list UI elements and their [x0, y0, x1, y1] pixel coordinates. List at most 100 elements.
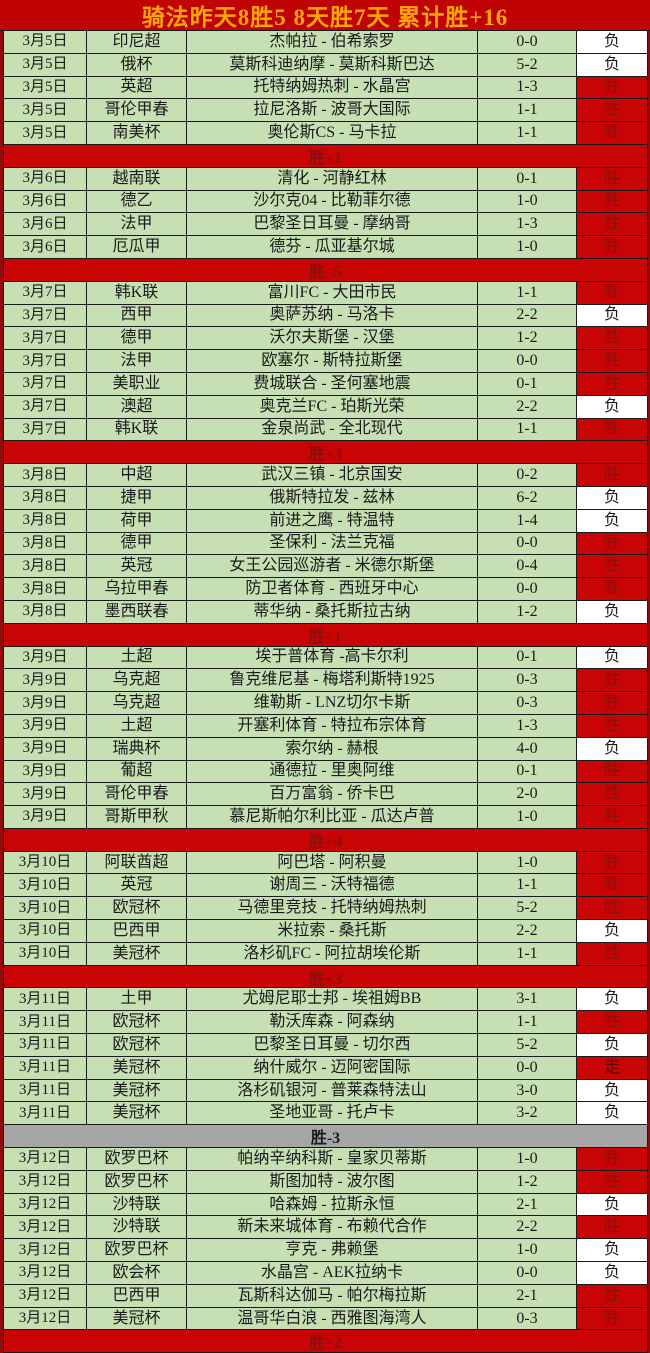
match-date: 3月9日: [3, 737, 87, 761]
match-league: 法甲: [87, 350, 187, 373]
match-date: 3月8日: [3, 600, 87, 624]
match-date: 3月6日: [3, 167, 87, 191]
match-teams: 沃尔夫斯堡 - 汉堡: [187, 327, 478, 351]
table-row: 3月8日 中超 武汉三镇 - 北京国安 0-2 胜: [3, 464, 648, 487]
match-date: 3月11日: [3, 1011, 87, 1035]
match-league: 乌克超: [87, 669, 187, 693]
match-result: 胜: [577, 464, 648, 487]
match-league: 美冠杯: [87, 1307, 187, 1331]
table-row: 3月12日 沙特联 哈森姆 - 拉斯永恒 2-1 负: [3, 1193, 648, 1217]
match-date: 3月5日: [3, 99, 87, 123]
table-row: 3月8日 荷甲 前进之鹰 - 特温特 1-4 负: [3, 509, 648, 533]
match-league: 土超: [87, 714, 187, 738]
match-teams: 拉尼洛斯 - 波哥大国际: [187, 99, 478, 123]
match-date: 3月11日: [3, 1079, 87, 1103]
table-row: 3月12日 欧罗巴杯 帕纳辛纳科斯 - 皇家贝蒂斯 1-0 胜: [3, 1148, 648, 1171]
match-result: 负: [577, 31, 648, 54]
match-score: 5-2: [478, 897, 577, 921]
table-row: 3月8日 墨西联春 蒂华纳 - 桑托斯拉古纳 1-2 负: [3, 600, 648, 624]
match-score: 1-2: [478, 600, 577, 624]
match-date: 3月9日: [3, 646, 87, 670]
match-date: 3月5日: [3, 76, 87, 100]
match-date: 3月7日: [3, 418, 87, 442]
match-league: 越南联: [87, 167, 187, 191]
match-teams: 斯图加特 - 波尔图: [187, 1170, 478, 1194]
match-teams: 纳什威尔 - 迈阿密国际: [187, 1056, 478, 1080]
match-league: 哥斯甲秋: [87, 806, 187, 829]
table-row: 3月7日 德甲 沃尔夫斯堡 - 汉堡 1-2 胜: [3, 327, 648, 351]
section-summary-row: 胜+1: [3, 623, 648, 647]
match-score: 2-1: [478, 1193, 577, 1217]
match-result: 负: [577, 486, 648, 510]
match-score: 0-0: [478, 532, 577, 556]
match-teams: 帕纳辛纳科斯 - 皇家贝蒂斯: [187, 1148, 478, 1171]
match-teams: 蒂华纳 - 桑托斯拉古纳: [187, 600, 478, 624]
match-result: 胜: [577, 942, 648, 966]
match-score: 1-1: [478, 122, 577, 145]
match-result: 负: [577, 395, 648, 419]
match-result: 负: [577, 1034, 648, 1057]
match-teams: 圣地亚哥 - 托卢卡: [187, 1102, 478, 1126]
match-date: 3月7日: [3, 395, 87, 419]
table-row: 3月11日 美冠杯 洛杉矶银河 - 普莱森特法山 3-0 负: [3, 1079, 648, 1103]
match-date: 3月12日: [3, 1193, 87, 1217]
match-league: 韩K联: [87, 418, 187, 442]
section-summary-row: 胜+3: [3, 965, 648, 989]
table-row: 3月9日 土超 开塞利体育 - 特拉布宗体育 1-3 胜: [3, 714, 648, 738]
match-date: 3月11日: [3, 1102, 87, 1126]
table-row: 3月9日 乌克超 维勒斯 - LNZ切尔卡斯 0-3 胜: [3, 692, 648, 715]
table-row: 3月9日 哥斯甲秋 慕尼斯帕尔利比亚 - 瓜达卢普 1-0 胜: [3, 806, 648, 829]
match-date: 3月5日: [3, 31, 87, 54]
match-result: 负: [577, 509, 648, 533]
match-result: 胜: [577, 760, 648, 784]
table-row: 3月5日 俄杯 莫斯科迪纳摩 - 莫斯科斯巴达 5-2 负: [3, 53, 648, 77]
match-league: 欧冠杯: [87, 897, 187, 921]
table-row: 3月12日 欧罗巴杯 斯图加特 - 波尔图 1-2 胜: [3, 1170, 648, 1194]
match-score: 0-1: [478, 646, 577, 670]
match-league: 英冠: [87, 874, 187, 898]
table-row: 3月10日 美冠杯 洛杉矶FC - 阿拉胡埃伦斯 1-1 胜: [3, 942, 648, 966]
match-score: 1-1: [478, 1011, 577, 1035]
table-row: 3月11日 美冠杯 圣地亚哥 - 托卢卡 3-2 负: [3, 1102, 648, 1126]
match-result: 胜: [577, 578, 648, 601]
match-date: 3月9日: [3, 714, 87, 738]
match-teams: 新未来城体育 - 布赖代合作: [187, 1216, 478, 1240]
match-result: 胜: [577, 167, 648, 191]
match-result: 负: [577, 1193, 648, 1217]
match-score: 1-0: [478, 806, 577, 829]
match-teams: 清化 - 河静红林: [187, 167, 478, 191]
match-date: 3月12日: [3, 1284, 87, 1308]
match-teams: 勒沃库森 - 阿森纳: [187, 1011, 478, 1035]
match-date: 3月7日: [3, 327, 87, 351]
match-result: 负: [577, 646, 648, 670]
match-date: 3月5日: [3, 53, 87, 77]
match-league: 印尼超: [87, 31, 187, 54]
match-result: 胜: [577, 532, 648, 556]
match-result: 胜: [577, 692, 648, 715]
match-result: 胜: [577, 1216, 648, 1240]
match-score: 2-2: [478, 920, 577, 943]
match-teams: 富川FC - 大田市民: [187, 281, 478, 305]
match-score: 5-2: [478, 53, 577, 77]
match-league: 捷甲: [87, 486, 187, 510]
match-date: 3月11日: [3, 988, 87, 1012]
match-date: 3月10日: [3, 942, 87, 966]
match-date: 3月6日: [3, 213, 87, 237]
match-league: 德甲: [87, 532, 187, 556]
match-league: 澳超: [87, 395, 187, 419]
match-score: 1-2: [478, 327, 577, 351]
match-league: 欧冠杯: [87, 1011, 187, 1035]
match-teams: 沙尔克04 - 比勒菲尔德: [187, 190, 478, 214]
match-score: 1-1: [478, 281, 577, 305]
match-teams: 女王公园巡游者 - 米德尔斯堡: [187, 555, 478, 579]
match-date: 3月9日: [3, 760, 87, 784]
match-result: 负: [577, 304, 648, 328]
match-date: 3月12日: [3, 1216, 87, 1240]
table-row: 3月6日 越南联 清化 - 河静红林 0-1 胜: [3, 167, 648, 191]
match-score: 2-2: [478, 395, 577, 419]
match-result: 负: [577, 1079, 648, 1103]
match-result: 胜: [577, 874, 648, 898]
match-teams: 托特纳姆热刺 - 水晶宫: [187, 76, 478, 100]
table-row: 3月7日 韩K联 富川FC - 大田市民 1-1 胜: [3, 281, 648, 305]
